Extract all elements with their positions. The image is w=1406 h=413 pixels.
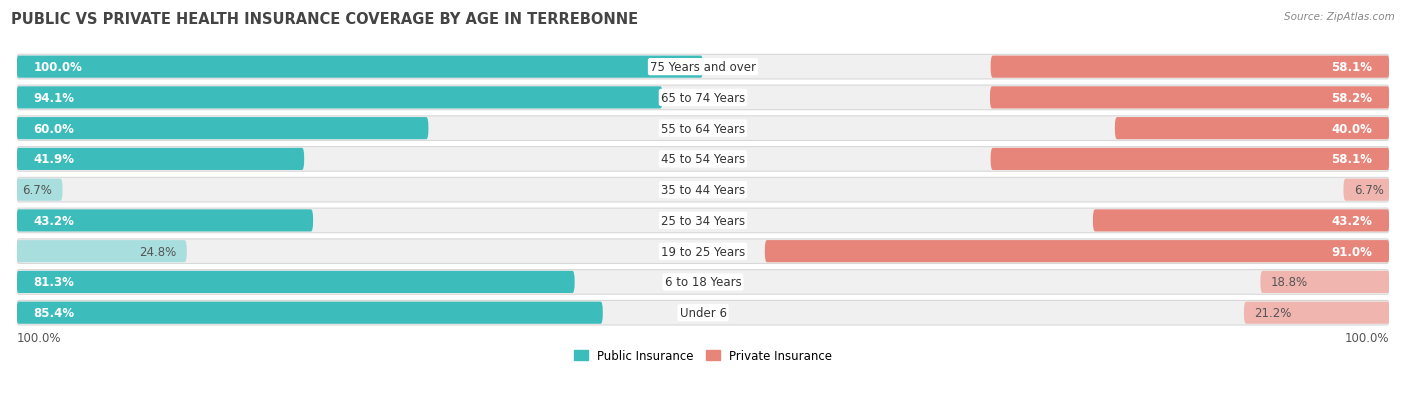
Text: 19 to 25 Years: 19 to 25 Years — [661, 245, 745, 258]
FancyBboxPatch shape — [17, 86, 1389, 110]
Text: 18.8%: 18.8% — [1271, 276, 1308, 289]
Text: 100.0%: 100.0% — [1346, 331, 1389, 344]
Text: 45 to 54 Years: 45 to 54 Years — [661, 153, 745, 166]
Text: 41.9%: 41.9% — [34, 153, 75, 166]
Text: 35 to 44 Years: 35 to 44 Years — [661, 184, 745, 197]
FancyBboxPatch shape — [17, 116, 1389, 141]
FancyBboxPatch shape — [765, 240, 1389, 263]
FancyBboxPatch shape — [17, 148, 304, 171]
FancyBboxPatch shape — [17, 147, 1389, 172]
Text: 100.0%: 100.0% — [34, 61, 83, 74]
Text: 43.2%: 43.2% — [1331, 214, 1372, 228]
FancyBboxPatch shape — [17, 239, 1389, 264]
Text: 40.0%: 40.0% — [1331, 122, 1372, 135]
Text: 58.1%: 58.1% — [1331, 153, 1372, 166]
FancyBboxPatch shape — [17, 270, 1389, 294]
Text: Under 6: Under 6 — [679, 306, 727, 319]
FancyBboxPatch shape — [17, 302, 603, 324]
FancyBboxPatch shape — [1244, 302, 1389, 324]
FancyBboxPatch shape — [17, 210, 314, 232]
Text: 6 to 18 Years: 6 to 18 Years — [665, 276, 741, 289]
FancyBboxPatch shape — [17, 179, 62, 201]
FancyBboxPatch shape — [17, 57, 703, 78]
Legend: Public Insurance, Private Insurance: Public Insurance, Private Insurance — [569, 344, 837, 367]
FancyBboxPatch shape — [1115, 118, 1389, 140]
FancyBboxPatch shape — [1260, 271, 1389, 293]
Text: 6.7%: 6.7% — [22, 184, 52, 197]
FancyBboxPatch shape — [1092, 210, 1389, 232]
FancyBboxPatch shape — [17, 55, 1389, 80]
FancyBboxPatch shape — [17, 240, 187, 263]
Text: 65 to 74 Years: 65 to 74 Years — [661, 92, 745, 104]
Text: 100.0%: 100.0% — [17, 331, 60, 344]
FancyBboxPatch shape — [17, 209, 1389, 233]
Text: 75 Years and over: 75 Years and over — [650, 61, 756, 74]
FancyBboxPatch shape — [17, 178, 1389, 202]
Text: 91.0%: 91.0% — [1331, 245, 1372, 258]
FancyBboxPatch shape — [990, 87, 1389, 109]
FancyBboxPatch shape — [17, 301, 1389, 325]
FancyBboxPatch shape — [991, 148, 1389, 171]
FancyBboxPatch shape — [991, 57, 1389, 78]
Text: 94.1%: 94.1% — [34, 92, 75, 104]
Text: 60.0%: 60.0% — [34, 122, 75, 135]
Text: 55 to 64 Years: 55 to 64 Years — [661, 122, 745, 135]
Text: 6.7%: 6.7% — [1354, 184, 1384, 197]
FancyBboxPatch shape — [1344, 179, 1389, 201]
Text: 43.2%: 43.2% — [34, 214, 75, 228]
FancyBboxPatch shape — [17, 87, 662, 109]
Text: 21.2%: 21.2% — [1254, 306, 1292, 319]
Text: 81.3%: 81.3% — [34, 276, 75, 289]
Text: PUBLIC VS PRIVATE HEALTH INSURANCE COVERAGE BY AGE IN TERREBONNE: PUBLIC VS PRIVATE HEALTH INSURANCE COVER… — [11, 12, 638, 27]
Text: 58.1%: 58.1% — [1331, 61, 1372, 74]
Text: 85.4%: 85.4% — [34, 306, 75, 319]
Text: 58.2%: 58.2% — [1331, 92, 1372, 104]
Text: 25 to 34 Years: 25 to 34 Years — [661, 214, 745, 228]
FancyBboxPatch shape — [17, 118, 429, 140]
FancyBboxPatch shape — [17, 271, 575, 293]
Text: Source: ZipAtlas.com: Source: ZipAtlas.com — [1284, 12, 1395, 22]
Text: 24.8%: 24.8% — [139, 245, 177, 258]
